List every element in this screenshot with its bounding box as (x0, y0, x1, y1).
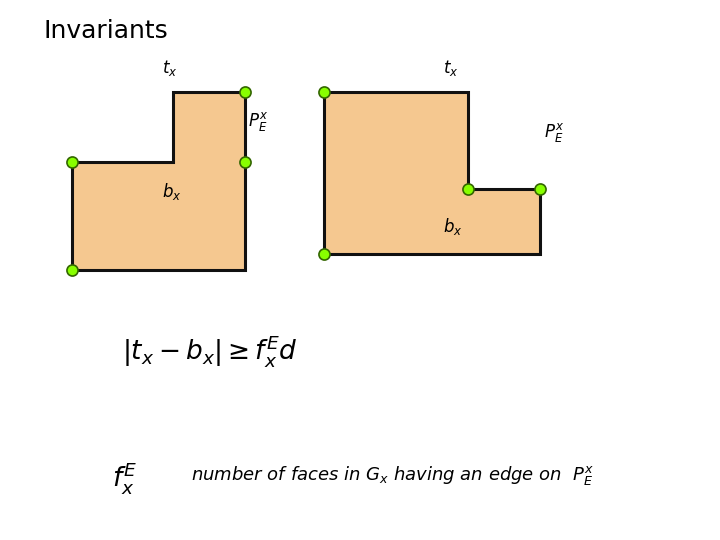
Text: number of faces in $G_x$ having an edge on  $P^x_E$: number of faces in $G_x$ having an edge … (191, 464, 594, 487)
Polygon shape (72, 92, 245, 270)
Text: $f_x^E$: $f_x^E$ (112, 460, 137, 496)
Polygon shape (324, 92, 540, 254)
Text: $b_x$: $b_x$ (443, 216, 462, 237)
Text: $b_x$: $b_x$ (162, 181, 181, 202)
Text: $|t_x - b_x| \geq f_x^E d$: $|t_x - b_x| \geq f_x^E d$ (122, 333, 298, 369)
Text: $P^x_E$: $P^x_E$ (248, 110, 269, 133)
Text: $t_x$: $t_x$ (443, 58, 459, 78)
Text: Invariants: Invariants (43, 19, 168, 43)
Text: $t_x$: $t_x$ (162, 58, 178, 78)
Text: $P^x_E$: $P^x_E$ (544, 121, 564, 144)
